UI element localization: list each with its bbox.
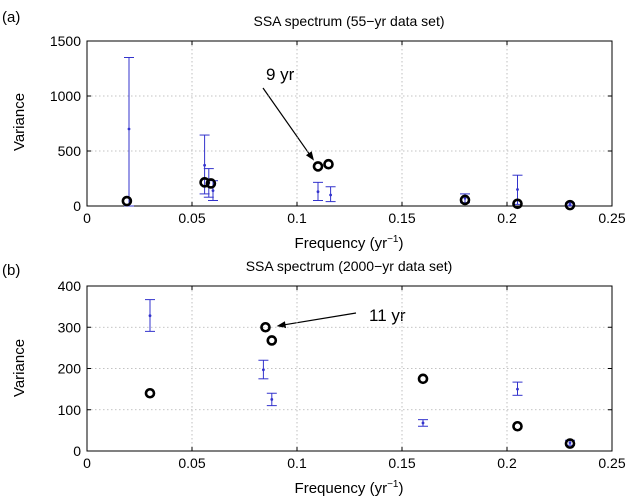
panel-b-data-point (260, 321, 271, 333)
panel-a-errorbar-mid (516, 188, 519, 191)
panel-b-xlabel: Frequency (yr−1) (295, 479, 404, 497)
panel-b-label: (b) (2, 262, 20, 279)
panel-b-data-point (564, 438, 576, 449)
panel-a-errorbar-mid (568, 203, 572, 207)
panel-a-ylabel: Variance (11, 93, 28, 151)
panel-a-ytick-label: 1500 (50, 33, 81, 49)
panel-a-data-point (121, 195, 133, 207)
panel-b-errorbar-mid (148, 314, 152, 318)
panel-a-errorbar-mid (463, 196, 467, 200)
panel-a-annotation-arrowhead (305, 151, 314, 161)
panel-b-ytick-label: 200 (58, 361, 82, 377)
panel-b-data-point (144, 387, 156, 399)
panel-a-ytick-label: 1000 (50, 88, 81, 104)
panel-b-errorbar-mid (270, 398, 274, 401)
panel-b-errorbar-mid (262, 368, 265, 372)
panel-a-xtick-label: 0.2 (497, 210, 517, 226)
panel-b-annotation-arrowhead (276, 321, 287, 329)
panel-a-data-point (199, 177, 210, 188)
panel-a-errorbar-mid (211, 189, 215, 193)
panel-a: (a) SSA spectrum (55−yr data set) Varian… (2, 9, 626, 252)
panel-b-xtick-label: 0.2 (497, 455, 517, 471)
panel-b-errorbar-mid (421, 421, 425, 425)
panel-a-xlabel: Frequency (yr−1) (295, 234, 404, 252)
panel-a-data-point (564, 199, 576, 211)
panel-b-xtick-label: 0 (83, 455, 91, 471)
panel-b-errorbar-mid (516, 387, 519, 391)
panel-b-ylabel: Variance (11, 339, 28, 397)
panel-a-errorbar-mid (127, 127, 131, 131)
panel-a-xtick-label: 0.05 (178, 210, 205, 226)
panel-a-errorbar-mid (203, 163, 207, 167)
panel-a-axes-frame (86, 40, 613, 207)
panel-a-annotation-arrow (262, 87, 311, 156)
panel-b-ytick-label: 300 (58, 319, 82, 335)
panel-b-xtick-label: 0.1 (287, 455, 307, 471)
panel-b-data-point (512, 420, 523, 432)
panel-a-xtick-label: 0.1 (287, 210, 307, 226)
panel-a-data-point (205, 178, 217, 189)
panel-b: (b) SSA spectrum (2000−yr data set) Vari… (2, 258, 626, 497)
panel-a-title: SSA spectrum (55−yr data set) (253, 13, 444, 29)
panel-a-data-point (459, 194, 471, 206)
panel-a-ytick-label: 0 (73, 198, 81, 214)
panel-a-data-point (312, 161, 324, 172)
panel-b-errorbar-mid (568, 441, 572, 445)
panel-b-xtick-label: 0.15 (388, 455, 415, 471)
panel-a-ytick-label: 500 (58, 143, 82, 159)
panel-b-ytick-label: 0 (73, 443, 81, 459)
panel-b-data-point (417, 373, 429, 385)
panel-a-xtick-label: 0 (83, 210, 91, 226)
panel-a-data-point (512, 198, 523, 210)
panel-b-data-point (266, 335, 278, 346)
panel-b-annotation-text: 11 yr (369, 306, 406, 325)
panel-b-xtick-label: 0.05 (178, 455, 205, 471)
panel-a-errorbar-mid (329, 193, 332, 197)
panel-b-annotation-arrow (283, 312, 357, 326)
panel-a-xtick-label: 0.15 (388, 210, 415, 226)
panel-b-ytick-label: 100 (58, 402, 82, 418)
panel-b-axes-frame (86, 285, 613, 452)
panel-a-label: (a) (2, 9, 20, 26)
panel-a-annotation-text: 9 yr (266, 65, 295, 84)
panel-a-data-point (323, 158, 334, 170)
panel-a-errorbar-mid (316, 190, 320, 194)
panel-b-xtick-label: 0.25 (598, 455, 625, 471)
panel-a-xtick-label: 0.25 (598, 210, 625, 226)
panel-b-ytick-label: 400 (58, 278, 82, 294)
panel-b-title: SSA spectrum (2000−yr data set) (246, 258, 453, 274)
